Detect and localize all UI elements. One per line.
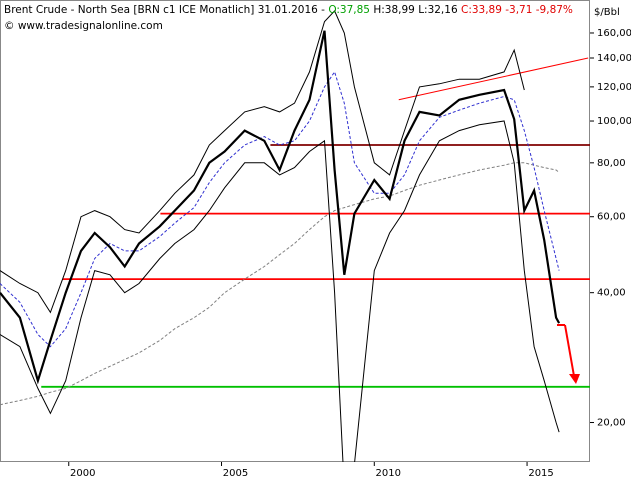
x-tick-label: 2005 (223, 468, 248, 479)
x-tick-label: 2000 (70, 468, 95, 479)
y-tick-label: 20,00 (597, 418, 626, 429)
series-line (0, 162, 560, 406)
open: O:37,85 (328, 4, 370, 16)
header: Brent Crude - North Sea [BRN c1 ICE Mona… (4, 4, 573, 16)
y-tick-label: 160,00 (597, 28, 631, 39)
y-tick-label: 140,00 (597, 53, 631, 64)
low: L:32,16 (418, 4, 458, 16)
plot (0, 10, 590, 462)
y-tick-label: 60,00 (597, 212, 626, 223)
y-axis-label: $/Bbl (594, 7, 620, 18)
y-tick-label: 120,00 (597, 82, 631, 93)
x-tick-label: 2015 (528, 468, 553, 479)
trend-line (398, 57, 589, 101)
x-tick-label: 2010 (376, 468, 401, 479)
plot-area (0, 0, 590, 462)
close: C:33,89 -3,71 -9,87% (461, 4, 573, 16)
series-line (0, 10, 525, 314)
high: H:38,99 (373, 4, 415, 16)
y-tick-label: 100,00 (597, 116, 631, 127)
series-line (0, 120, 560, 462)
y-tick-label: 80,00 (597, 158, 626, 169)
instrument: Brent Crude - North Sea [BRN c1 ICE Mona… (4, 4, 325, 16)
series-line (0, 70, 560, 348)
series-line (0, 30, 561, 385)
arrow (557, 324, 580, 384)
source: © www.tradesignalonline.com (4, 20, 163, 32)
y-tick-label: 40,00 (597, 288, 626, 299)
